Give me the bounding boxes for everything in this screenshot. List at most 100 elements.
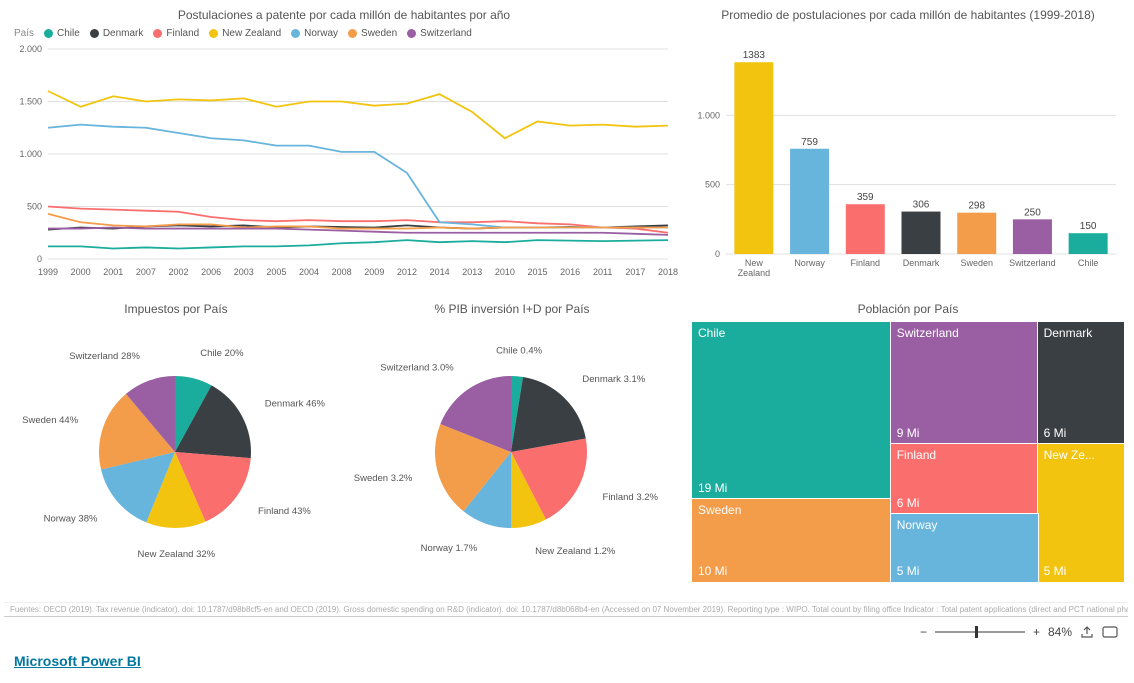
svg-text:2013: 2013 <box>462 267 482 277</box>
share-icon[interactable] <box>1080 625 1094 639</box>
legend-label: Norway <box>304 28 338 39</box>
svg-text:0: 0 <box>37 254 42 264</box>
treemap-cell[interactable]: Switzerland9 Mi <box>891 322 1038 444</box>
treemap-label: Finland <box>897 448 1032 462</box>
svg-text:New Zealand 1.2%: New Zealand 1.2% <box>535 546 616 557</box>
svg-text:2009: 2009 <box>364 267 384 277</box>
legend-item[interactable]: Norway <box>291 28 338 39</box>
legend-dot-icon <box>90 29 99 38</box>
legend-label: Chile <box>57 28 80 39</box>
footer-sources: Fuentes: OECD (2019). Tax revenue (indic… <box>4 602 1128 617</box>
svg-text:Norway 38%: Norway 38% <box>44 513 98 524</box>
svg-text:2015: 2015 <box>527 267 547 277</box>
zoom-slider[interactable] <box>935 631 1025 633</box>
svg-text:Denmark: Denmark <box>903 258 940 268</box>
svg-text:2006: 2006 <box>201 267 221 277</box>
zoom-value: 84% <box>1048 625 1072 639</box>
svg-text:250: 250 <box>1024 207 1041 218</box>
treemap-cell[interactable]: Sweden 10 Mi <box>692 499 891 582</box>
pie-rd-title: % PIB inversión I+D por País <box>344 302 680 316</box>
svg-text:Chile: Chile <box>1078 258 1099 268</box>
legend-item[interactable]: Finland <box>153 28 199 39</box>
svg-text:Chile 0.4%: Chile 0.4% <box>496 345 542 356</box>
legend-dot-icon <box>153 29 162 38</box>
legend-item[interactable]: Sweden <box>348 28 397 39</box>
svg-text:1999: 1999 <box>38 267 58 277</box>
brand-bar: Microsoft Power BI <box>4 647 1128 679</box>
treemap-label: Denmark <box>1044 326 1118 340</box>
legend-item[interactable]: Denmark <box>90 28 144 39</box>
legend-dot-icon <box>291 29 300 38</box>
svg-text:Norway 1.7%: Norway 1.7% <box>421 543 478 554</box>
svg-text:500: 500 <box>705 180 720 190</box>
svg-text:2007: 2007 <box>136 267 156 277</box>
legend-label: Sweden <box>361 28 397 39</box>
legend-dot-icon <box>407 29 416 38</box>
svg-text:2001: 2001 <box>103 267 123 277</box>
treemap-label: Sweden <box>698 503 885 517</box>
svg-text:2012: 2012 <box>397 267 417 277</box>
treemap-value: 10 Mi <box>698 564 727 578</box>
svg-text:2000: 2000 <box>71 267 91 277</box>
svg-text:Sweden 44%: Sweden 44% <box>22 415 79 426</box>
bar-chart-svg[interactable]: 05001.0001383NewZealand759Norway359Finla… <box>692 28 1122 288</box>
svg-text:Sweden 3.2%: Sweden 3.2% <box>354 473 413 484</box>
treemap-value: 9 Mi <box>897 426 920 440</box>
line-chart-svg[interactable]: 05001.0001.5002.000199920002001200720022… <box>8 43 678 283</box>
svg-text:Switzerland 3.0%: Switzerland 3.0% <box>380 363 454 374</box>
svg-text:Finland 43%: Finland 43% <box>258 506 311 517</box>
svg-text:Finland 3.2%: Finland 3.2% <box>603 492 659 503</box>
legend-item[interactable]: Chile <box>44 28 80 39</box>
treemap-title: Población por País <box>692 302 1124 316</box>
svg-text:2017: 2017 <box>625 267 645 277</box>
treemap-cell[interactable]: Finland 6 Mi <box>891 444 1038 514</box>
svg-text:New: New <box>745 258 764 268</box>
pie-rd-svg[interactable]: Chile 0.4%Denmark 3.1%Finland 3.2%New Ze… <box>344 322 679 582</box>
pie-tax-title: Impuestos por País <box>8 302 344 316</box>
pie-tax-svg[interactable]: Chile 20%Denmark 46%Finland 43%New Zeala… <box>8 322 343 582</box>
legend-item[interactable]: New Zealand <box>209 28 281 39</box>
svg-text:0: 0 <box>715 249 720 259</box>
treemap-value: 6 Mi <box>897 496 920 510</box>
legend-label: Finland <box>166 28 199 39</box>
svg-text:2005: 2005 <box>266 267 286 277</box>
svg-text:298: 298 <box>968 201 985 212</box>
svg-text:2018: 2018 <box>658 267 678 277</box>
treemap-value: 6 Mi <box>1044 426 1067 440</box>
line-legend: País ChileDenmarkFinlandNew ZealandNorwa… <box>14 28 680 39</box>
zoom-minus[interactable]: − <box>920 625 927 639</box>
treemap[interactable]: Chile19 MiSwitzerland9 Mi Denmark 6 Mi Swed… <box>692 322 1124 582</box>
svg-text:1.000: 1.000 <box>697 110 720 120</box>
legend-label: Switzerland <box>420 28 472 39</box>
svg-text:2004: 2004 <box>299 267 319 277</box>
svg-text:1383: 1383 <box>743 50 766 61</box>
bar-chart-title: Promedio de postulaciones por cada milló… <box>692 8 1124 22</box>
treemap-cell[interactable]: Norway5 Mi <box>891 514 1038 582</box>
svg-text:Finland: Finland <box>851 258 881 268</box>
treemap-panel: Población por País Chile19 MiSwitzerland… <box>688 298 1128 598</box>
treemap-label: New Ze... <box>1044 448 1118 462</box>
svg-text:359: 359 <box>857 192 874 203</box>
svg-text:500: 500 <box>27 202 42 212</box>
line-chart-title: Postulaciones a patente por cada millón … <box>8 8 680 22</box>
svg-text:759: 759 <box>801 137 818 148</box>
svg-text:2014: 2014 <box>430 267 450 277</box>
svg-text:2008: 2008 <box>332 267 352 277</box>
treemap-cell[interactable]: New Ze...5 Mi <box>1038 444 1124 582</box>
legend-item[interactable]: Switzerland <box>407 28 472 39</box>
svg-text:306: 306 <box>913 200 930 211</box>
zoom-bar: − + 84% <box>4 621 1128 643</box>
legend-dot-icon <box>209 29 218 38</box>
svg-text:150: 150 <box>1080 221 1097 232</box>
treemap-cell[interactable]: Denmark 6 Mi <box>1038 322 1124 444</box>
zoom-plus[interactable]: + <box>1033 625 1040 639</box>
svg-text:2010: 2010 <box>495 267 515 277</box>
fullscreen-icon[interactable] <box>1102 626 1118 638</box>
bar-chart-panel: Promedio de postulaciones por cada milló… <box>688 4 1128 294</box>
legend-label: Denmark <box>103 28 144 39</box>
line-chart-panel: Postulaciones a patente por cada millón … <box>4 4 684 294</box>
treemap-cell[interactable]: Chile19 Mi <box>692 322 891 499</box>
svg-text:2002: 2002 <box>169 267 189 277</box>
legend-dot-icon <box>348 29 357 38</box>
svg-text:1.000: 1.000 <box>19 149 42 159</box>
